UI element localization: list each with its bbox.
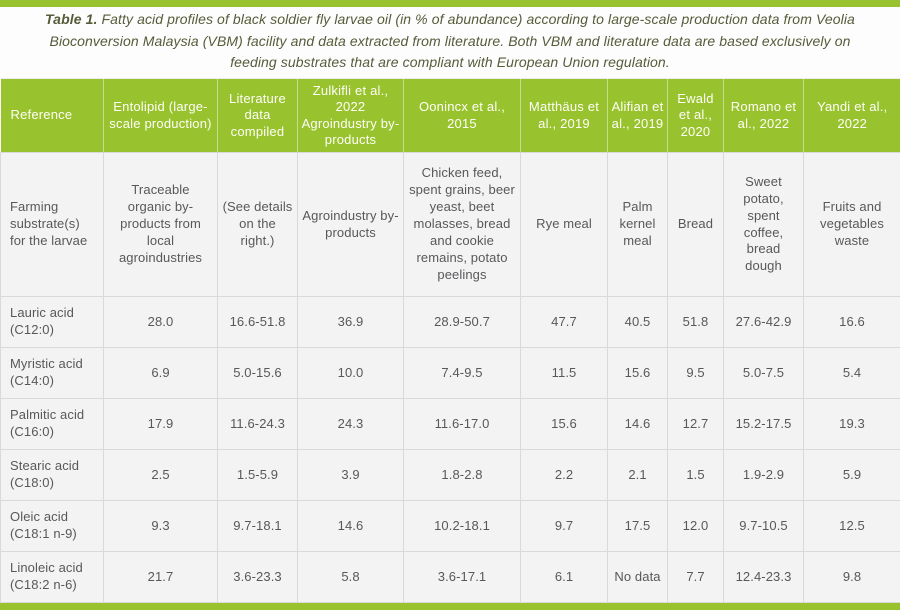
table-row: Stearic acid (C18:0) 2.5 1.5-5.9 3.9 1.8-2.8…: [0, 449, 900, 501]
value-cell: 12.0: [667, 500, 724, 552]
value-cell: 5.0-7.5: [723, 347, 804, 399]
value-cell: 47.7: [520, 296, 608, 348]
value-cell: 16.6: [803, 296, 900, 348]
value-cell: 11.6-17.0: [403, 398, 521, 450]
header-cell: Zulkifli et al., 2022 Agroindustry by-pr…: [297, 78, 404, 153]
value-cell: 12.4-23.3: [723, 551, 804, 603]
header-cell: Literature data compiled: [217, 78, 298, 153]
row-label: Linoleic acid (C18:2 n-6): [0, 551, 104, 603]
value-cell: 10.0: [297, 347, 404, 399]
value-cell: 28.9-50.7: [403, 296, 521, 348]
header-cell: Yandi et al., 2022: [803, 78, 900, 153]
value-cell: 12.7: [667, 398, 724, 450]
substrate-cell: Fruits and vegetables waste: [803, 152, 900, 297]
row-label: Stearic acid (C18:0): [0, 449, 104, 501]
value-cell: 9.8: [803, 551, 900, 603]
row-label: Myristic acid (C14:0): [0, 347, 104, 399]
substrate-cell: Bread: [667, 152, 724, 297]
substrate-row: Farming substrate(s) for the larvae Trace…: [0, 152, 900, 297]
table-caption: Table 1. Fatty acid profiles of black so…: [0, 7, 900, 78]
substrate-cell: (See details on the right.): [217, 152, 298, 297]
value-cell: 15.6: [520, 398, 608, 450]
value-cell: 6.9: [103, 347, 218, 399]
bottom-accent-bar: [0, 603, 900, 610]
table-row: Oleic acid (C18:1 n-9) 9.3 9.7-18.1 14.6 10.…: [0, 500, 900, 552]
table-row: Lauric acid (C12:0) 28.0 16.6-51.8 36.9 28.9…: [0, 296, 900, 348]
value-cell: 9.7: [520, 500, 608, 552]
substrate-cell: Rye meal: [520, 152, 608, 297]
caption-title: Table 1.: [45, 10, 98, 27]
header-cell: Alifian et al., 2019: [607, 78, 668, 153]
value-cell: 5.0-15.6: [217, 347, 298, 399]
top-accent-bar: [0, 0, 900, 7]
value-cell: 15.2-17.5: [723, 398, 804, 450]
header-cell: Matthäus et al., 2019: [520, 78, 608, 153]
value-cell: 1.5-5.9: [217, 449, 298, 501]
value-cell: 2.1: [607, 449, 668, 501]
value-cell: 15.6: [607, 347, 668, 399]
value-cell: 3.6-23.3: [217, 551, 298, 603]
substrate-cell: Agroindustry by-products: [297, 152, 404, 297]
caption-body: Fatty acid profiles of black soldier fly…: [49, 10, 855, 71]
header-cell: Oonincx et al., 2015: [403, 78, 521, 153]
value-cell: 9.5: [667, 347, 724, 399]
value-cell: 28.0: [103, 296, 218, 348]
value-cell: 6.1: [520, 551, 608, 603]
row-label: Lauric acid (C12:0): [0, 296, 104, 348]
value-cell: 51.8: [667, 296, 724, 348]
table-row: Palmitic acid (C16:0) 17.9 11.6-24.3 24.3 11…: [0, 398, 900, 450]
value-cell: 3.9: [297, 449, 404, 501]
substrate-cell: Chicken feed, spent grains, beer yeast, …: [403, 152, 521, 297]
value-cell: 14.6: [297, 500, 404, 552]
header-cell: Romano et al., 2022: [723, 78, 804, 153]
value-cell: 14.6: [607, 398, 668, 450]
value-cell: 17.5: [607, 500, 668, 552]
value-cell: 9.7-18.1: [217, 500, 298, 552]
value-cell: 21.7: [103, 551, 218, 603]
value-cell: 16.6-51.8: [217, 296, 298, 348]
value-cell: 24.3: [297, 398, 404, 450]
substrate-cell: Palm kernel meal: [607, 152, 668, 297]
value-cell: 3.6-17.1: [403, 551, 521, 603]
table-body: Farming substrate(s) for the larvae Trace…: [0, 152, 900, 603]
table-row: Myristic acid (C14:0) 6.9 5.0-15.6 10.0 7.4-…: [0, 347, 900, 399]
substrate-row-label: Farming substrate(s) for the larvae: [0, 152, 104, 297]
value-cell: 17.9: [103, 398, 218, 450]
table-row: Linoleic acid (C18:2 n-6) 21.7 3.6-23.3 5.8…: [0, 551, 900, 603]
value-cell: 5.9: [803, 449, 900, 501]
value-cell: 2.5: [103, 449, 218, 501]
header-cell: Entolipid (large-scale production): [103, 78, 218, 153]
value-cell: 27.6-42.9: [723, 296, 804, 348]
value-cell: 11.6-24.3: [217, 398, 298, 450]
value-cell: 12.5: [803, 500, 900, 552]
row-label: Oleic acid (C18:1 n-9): [0, 500, 104, 552]
value-cell: 1.8-2.8: [403, 449, 521, 501]
value-cell: No data: [607, 551, 668, 603]
header-cell-reference: Reference: [0, 78, 104, 153]
value-cell: 7.4-9.5: [403, 347, 521, 399]
value-cell: 40.5: [607, 296, 668, 348]
row-label: Palmitic acid (C16:0): [0, 398, 104, 450]
value-cell: 9.3: [103, 500, 218, 552]
value-cell: 10.2-18.1: [403, 500, 521, 552]
value-cell: 36.9: [297, 296, 404, 348]
value-cell: 19.3: [803, 398, 900, 450]
value-cell: 5.8: [297, 551, 404, 603]
value-cell: 9.7-10.5: [723, 500, 804, 552]
value-cell: 7.7: [667, 551, 724, 603]
substrate-cell: Sweet potato, spent coffee, bread dough: [723, 152, 804, 297]
substrate-cell: Traceable organic by-products from local…: [103, 152, 218, 297]
table-caption-text: Table 1. Fatty acid profiles of black so…: [36, 9, 864, 74]
value-cell: 1.9-2.9: [723, 449, 804, 501]
fatty-acid-table: Reference Entolipid (large-scale producti…: [0, 78, 900, 603]
value-cell: 2.2: [520, 449, 608, 501]
value-cell: 11.5: [520, 347, 608, 399]
header-row: Reference Entolipid (large-scale producti…: [0, 78, 900, 153]
header-cell: Ewald et al., 2020: [667, 78, 724, 153]
bottom-spacer: [0, 610, 900, 614]
value-cell: 5.4: [803, 347, 900, 399]
value-cell: 1.5: [667, 449, 724, 501]
